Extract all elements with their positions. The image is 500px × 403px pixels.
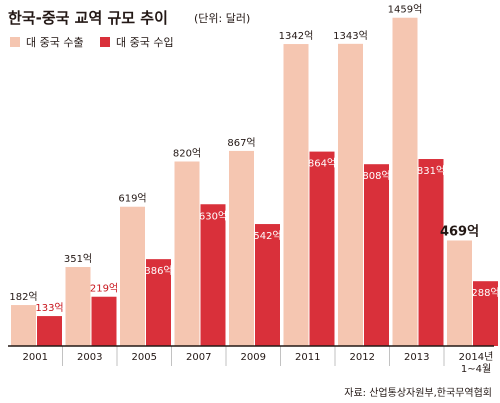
data-label-import: 386억 [144,265,172,277]
data-label-export: 351억 [64,253,92,265]
bar-export [229,150,254,346]
bar-import [364,164,389,346]
data-label-export: 1459억 [388,4,423,16]
bar-import [200,204,226,346]
bar-import [418,159,444,346]
bar-import [255,224,280,346]
x-tick-label: 1~4월 [461,363,491,375]
chart-title: 한국-중국 교역 규모 추이 [8,9,168,27]
legend-swatch-export [10,37,20,47]
bar-export [11,305,36,346]
bar-import [473,281,498,346]
data-label-export: 867억 [227,137,255,149]
bar-import [91,296,117,346]
data-label-import: 219억 [90,283,118,295]
legend-label-export: 대 중국 수출 [26,36,84,49]
x-tick-label: 2007 [186,352,211,363]
x-tick-label: 2005 [132,352,157,363]
data-label-import: 831억 [417,165,445,177]
bar-export [447,240,472,346]
bar-import [146,259,171,346]
data-label-import: 133억 [35,302,63,314]
data-label-import: 808억 [362,170,390,182]
data-label-import: 542억 [253,230,281,242]
data-label-import: 288억 [471,287,499,299]
data-label-export: 619억 [118,193,146,205]
data-label-export: 1343억 [333,30,368,42]
x-tick-label: 2009 [241,352,266,363]
data-label-import: 630억 [199,210,227,222]
bar-export [65,267,91,346]
bar-export [174,161,200,346]
x-tick-label: 2013 [404,352,429,363]
data-label-export: 469억 [440,224,479,239]
bar-import [37,316,62,346]
data-label-export: 182억 [9,291,37,303]
source-note: 자료: 산업통상자원부,한국무역협회 [344,386,492,399]
bar-export [283,44,309,347]
bar-export [120,206,145,346]
data-label-export: 820억 [173,148,201,160]
legend-swatch-import [100,37,110,47]
x-tick-label: 2003 [77,352,102,363]
x-tick-label: 2001 [23,352,48,363]
x-tick-label: 2014년 [459,351,494,363]
x-tick-label: 2011 [295,352,320,363]
bar-export [338,43,363,346]
data-label-export: 1342억 [279,30,314,42]
bar-import [309,151,335,346]
x-tick-label: 2012 [350,352,375,363]
bar-export [392,17,418,346]
data-label-import: 864억 [308,158,336,170]
chart-unit-note: (단위: 달러) [194,12,250,25]
legend-label-import: 대 중국 수입 [116,36,174,49]
